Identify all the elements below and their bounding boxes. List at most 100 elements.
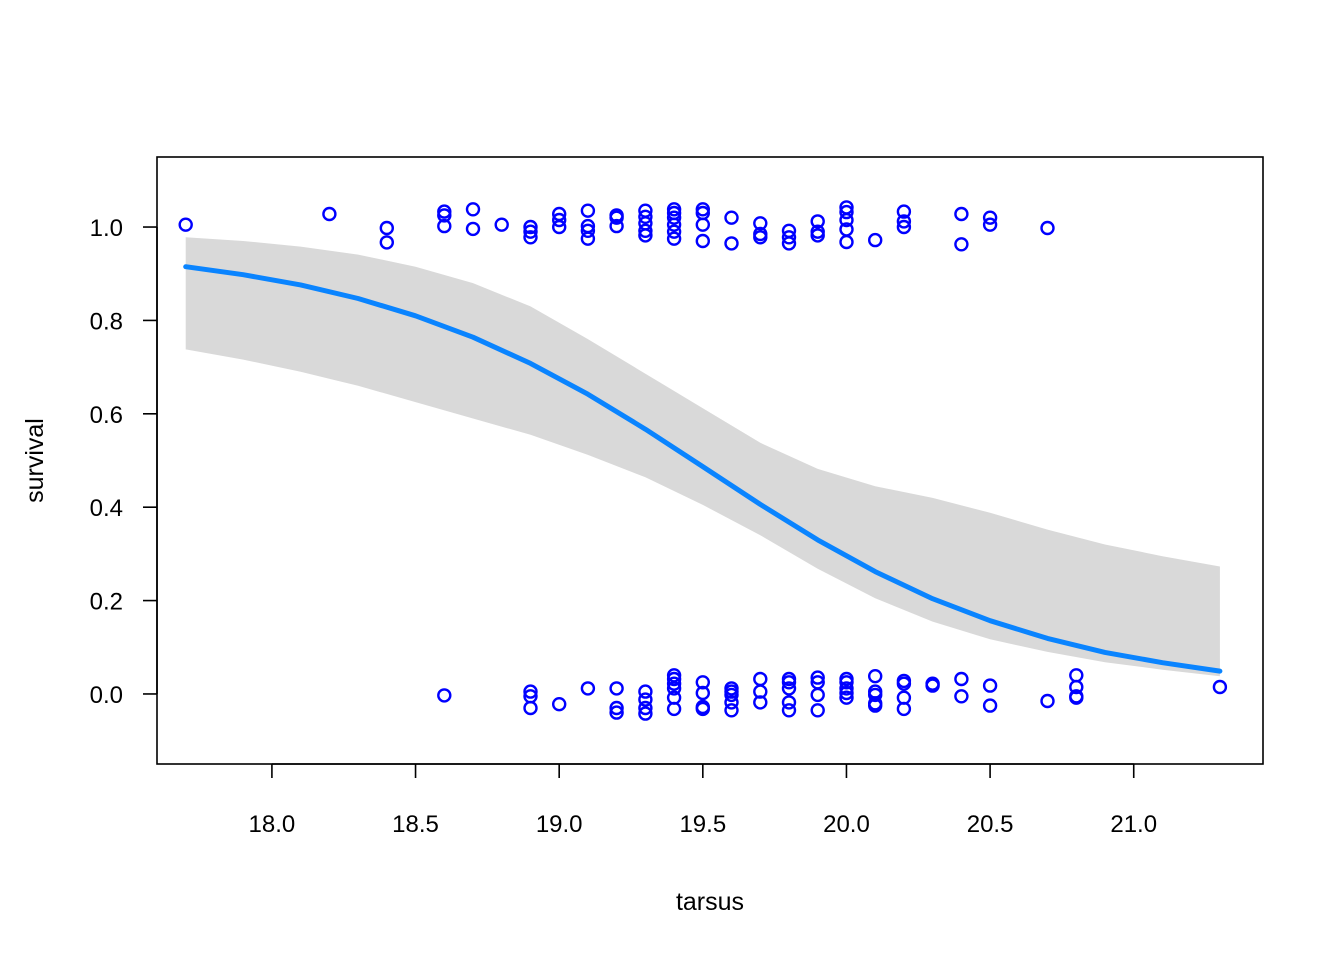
data-point [437, 688, 452, 703]
x-tick-label: 19.5 [679, 811, 726, 838]
data-point [1040, 693, 1055, 709]
data-point [379, 220, 394, 236]
data-point [868, 669, 883, 684]
data-point [839, 681, 854, 696]
data-point [580, 203, 596, 218]
data-point [666, 224, 682, 239]
x-tick-label: 18.5 [392, 811, 439, 838]
data-point [810, 228, 825, 243]
data-point [839, 675, 854, 690]
data-point [896, 676, 912, 691]
data-point [868, 698, 883, 713]
y-tick-label: 0.6 [90, 402, 123, 429]
data-point [781, 681, 797, 696]
data-point [839, 690, 854, 705]
x-tick-label: 19.0 [536, 811, 583, 838]
data-point [724, 236, 739, 251]
data-point [666, 210, 682, 225]
data-point [638, 692, 653, 707]
data-point [552, 212, 567, 228]
data-point [781, 230, 797, 245]
data-point [810, 687, 825, 703]
data-point [724, 687, 739, 703]
x-tick-label: 21.0 [1110, 811, 1157, 838]
data-point [695, 685, 710, 701]
data-point [666, 217, 682, 232]
data-point [724, 210, 739, 225]
data-point [437, 218, 452, 234]
data-point [781, 236, 797, 251]
data-point [753, 216, 768, 231]
data-point [609, 681, 624, 696]
data-point [580, 681, 596, 696]
data-point [925, 678, 940, 693]
data-point [810, 703, 825, 718]
data-point [954, 689, 969, 704]
x-axis-label: tarsus [676, 888, 744, 916]
y-tick-label: 1.0 [90, 215, 123, 242]
data-point [695, 701, 710, 717]
data-point [638, 706, 653, 721]
data-point [609, 705, 624, 720]
data-point [781, 695, 797, 710]
fitted-curve [183, 264, 1223, 674]
data-points [178, 200, 1228, 721]
data-point [580, 231, 596, 246]
data-point [666, 671, 682, 687]
data-point [724, 703, 739, 718]
data-point [1069, 679, 1084, 695]
x-tick-label: 20.0 [823, 811, 870, 838]
data-point [1069, 690, 1084, 705]
ci-band-area [185, 237, 1220, 677]
data-point [609, 700, 624, 716]
data-point [666, 676, 682, 691]
data-point [1069, 668, 1084, 683]
data-point [638, 228, 653, 243]
y-tick-label: 0.8 [90, 308, 123, 335]
data-point [753, 230, 768, 245]
data-point [666, 701, 682, 717]
y-axis: 0.0 0.2 0.4 0.6 0.8 1.0 [90, 215, 158, 709]
y-axis-label: survival [21, 418, 49, 503]
data-point [580, 223, 596, 239]
data-point [896, 214, 912, 229]
data-point [896, 219, 912, 235]
data-point [954, 206, 969, 222]
data-point [695, 217, 710, 232]
data-point [781, 703, 797, 718]
data-point [839, 234, 854, 250]
data-point [523, 684, 538, 699]
data-point [666, 231, 682, 246]
data-point [465, 221, 481, 237]
data-point [839, 685, 854, 701]
x-tick-label: 18.0 [249, 811, 296, 838]
data-point [666, 681, 682, 696]
data-point [868, 687, 883, 703]
data-point [868, 232, 883, 248]
confidence-band [185, 237, 1220, 677]
data-point [781, 675, 797, 690]
data-point [982, 210, 998, 225]
data-point [552, 697, 567, 712]
x-tick-label: 20.5 [967, 811, 1014, 838]
x-axis: 18.0 18.5 19.0 19.5 20.0 20.5 21.0 [249, 763, 1157, 838]
data-point [896, 204, 912, 219]
data-point [638, 700, 653, 716]
data-point [839, 212, 854, 228]
data-point [638, 684, 653, 699]
y-tick-label: 0.4 [90, 495, 123, 522]
data-point [552, 219, 567, 235]
data-point [1040, 220, 1055, 236]
data-point [753, 695, 768, 710]
data-point [954, 671, 969, 687]
data-point [695, 233, 710, 249]
data-point [810, 214, 825, 229]
data-point [609, 210, 624, 225]
data-point [523, 224, 538, 239]
data-point [609, 218, 624, 234]
data-point [523, 700, 538, 716]
y-tick-label: 0.2 [90, 589, 123, 616]
data-point [810, 670, 825, 685]
data-point [954, 237, 969, 252]
